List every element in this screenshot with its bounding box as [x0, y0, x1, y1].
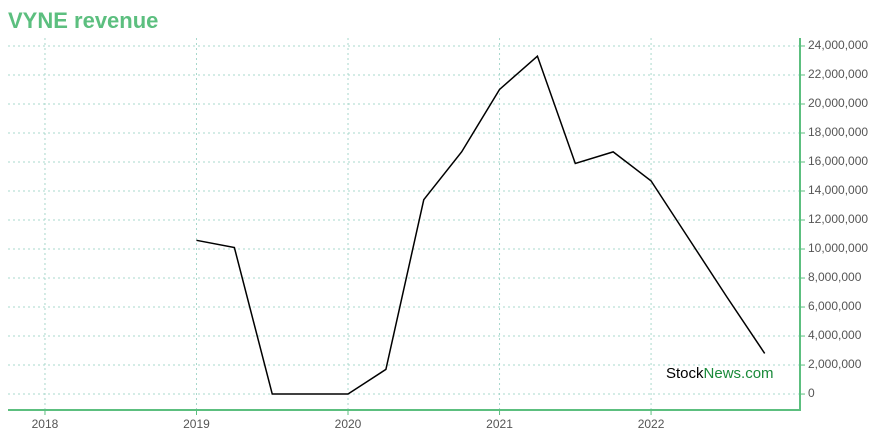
y-tick-label: 22,000,000: [808, 67, 868, 81]
chart-title: VYNE revenue: [8, 8, 158, 33]
y-tick-label: 24,000,000: [808, 38, 868, 52]
y-tick-label: 4,000,000: [808, 328, 862, 342]
x-tick-label: 2022: [638, 417, 665, 431]
x-tick-label: 2020: [335, 417, 362, 431]
watermark: StockNews.com: [666, 365, 774, 382]
y-tick-label: 8,000,000: [808, 270, 862, 284]
y-tick-label: 12,000,000: [808, 212, 868, 226]
y-tick-label: 2,000,000: [808, 357, 862, 371]
y-tick-label: 0: [808, 386, 815, 400]
y-tick-label: 16,000,000: [808, 154, 868, 168]
x-tick-label: 2018: [32, 417, 59, 431]
line: [196, 54, 766, 395]
y-tick-label: 6,000,000: [808, 299, 862, 313]
x-tick-label: 2019: [183, 417, 210, 431]
watermark-news: News.com: [704, 365, 774, 382]
watermark-stock: Stock: [666, 365, 704, 382]
y-tick-label: 14,000,000: [808, 183, 868, 197]
x-tick-label: 2021: [486, 417, 513, 431]
y-tick-label: 20,000,000: [808, 96, 868, 110]
y-tick-label: 10,000,000: [808, 241, 868, 255]
y-tick-label: 18,000,000: [808, 125, 868, 139]
